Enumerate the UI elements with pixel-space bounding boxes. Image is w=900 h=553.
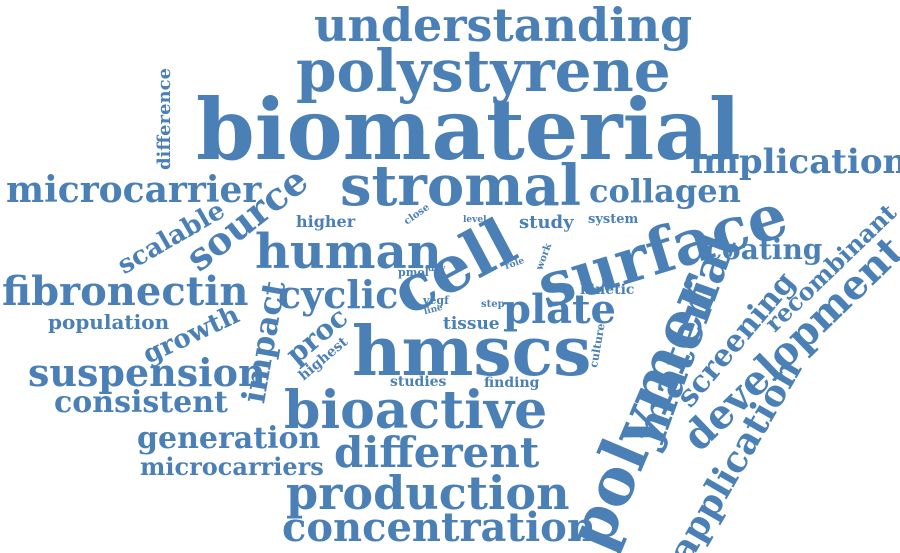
word-hmscs: hmscs [352,312,592,392]
word-stromal: stromal [340,153,582,219]
word-kinetic: kinetic [580,282,635,298]
word-microcarriers: microcarriers [140,452,324,481]
word-finding: finding [484,375,540,391]
word-suspension: suspension [28,350,266,395]
word-understanding: understanding [314,0,693,52]
word-implication: implication [690,142,900,182]
word-vegf: vegf [423,294,449,307]
word-collagen: collagen [589,172,741,210]
word-day: day [428,264,446,274]
word-study: study [519,212,574,233]
word-tissue: tissue [443,314,500,334]
word-human: human [255,224,442,280]
word-step: step [481,299,505,310]
word-coating: coating [705,233,823,266]
word-population: population [48,310,170,334]
word-bioactive: bioactive [284,380,548,441]
word-different: different [334,428,540,477]
word-consistent: consistent [54,385,228,420]
word-production: production [286,466,570,520]
word-concentration: concentration [282,504,596,551]
word-cyclic: cyclic [278,272,399,317]
word-generation: generation [137,421,321,456]
word-pmol: pmol [398,266,429,279]
word-higher: higher [296,212,356,231]
word-level: level [463,215,487,225]
word-microcarrier: microcarrier [6,169,262,211]
word-polystyrene: polystyrene [296,37,671,105]
word-system: system [588,212,639,227]
word-studies: studies [390,374,447,390]
word-difference: difference [154,67,176,171]
word-fibronectin: fibronectin [2,268,249,315]
word-biomaterial: biomaterial [196,80,741,179]
word-plate: plate [503,286,617,333]
